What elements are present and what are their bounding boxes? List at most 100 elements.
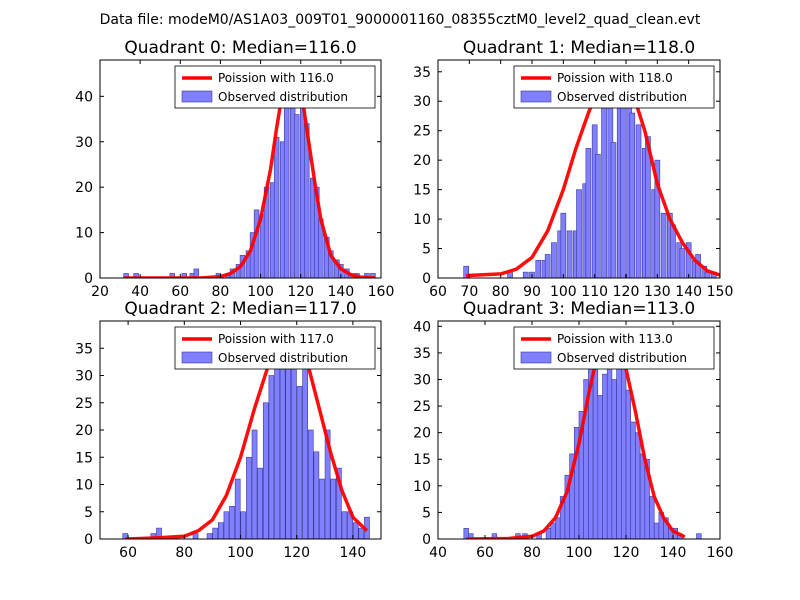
histogram-bar <box>616 357 622 539</box>
histogram-bar <box>576 189 582 278</box>
y-tick-label: 0 <box>84 532 93 548</box>
y-tick-label: 5 <box>422 505 431 521</box>
legend-curve-label: Poission with 116.0 <box>218 71 334 85</box>
x-tick-label: 80 <box>492 284 510 300</box>
x-tick-label: 110 <box>581 284 608 300</box>
legend: Poission with 113.0 Observed distribution <box>513 326 715 370</box>
histogram-bar <box>285 364 292 539</box>
subplot-title: Quadrant 2: Median=117.0 <box>124 299 356 319</box>
subplot-quadrant-3: Quadrant 3: Median=113.040 60 80 100 120 140 1… <box>413 299 733 561</box>
histogram-bar <box>268 375 275 539</box>
legend-bars-swatch <box>520 351 552 364</box>
histogram-bar <box>218 522 224 539</box>
y-tick-label: 15 <box>75 450 93 466</box>
histogram-bar <box>352 522 359 539</box>
histogram-bar <box>620 100 626 278</box>
histogram-bar <box>696 533 702 539</box>
x-tick-label: 60 <box>429 284 447 300</box>
histogram-bar <box>341 511 348 539</box>
y-tick-label: 5 <box>84 505 93 521</box>
y-tick-label: 10 <box>413 479 431 495</box>
histogram-bar <box>594 153 601 278</box>
histogram-bar <box>246 456 252 539</box>
y-tick-label: 25 <box>413 399 431 415</box>
y-tick-label: 30 <box>413 372 431 388</box>
histogram-bar <box>630 421 636 539</box>
histogram-bar <box>653 522 660 539</box>
legend-bars-label: Observed distribution <box>218 351 348 365</box>
histogram-bar <box>291 342 297 539</box>
x-tick-label: 60 <box>171 284 189 300</box>
x-tick-label: 160 <box>707 545 734 561</box>
y-tick-label: 20 <box>413 426 431 442</box>
histogram-bar <box>251 429 258 539</box>
x-tick-label: 120 <box>613 545 640 561</box>
legend-curve-label: Poission with 118.0 <box>557 71 673 85</box>
y-tick-label: 30 <box>75 369 93 385</box>
axes-frame <box>437 59 721 279</box>
subplot-quadrant-2: Quadrant 2: Median=117.0 60 80 100 120 140 0 5 1… <box>75 299 382 561</box>
y-tick-label: 20 <box>75 180 93 196</box>
y-tick-label: 35 <box>413 346 431 362</box>
figure-suptitle: Data file: modeM0/AS1A03_009T01_90000011… <box>100 12 701 28</box>
histogram-bar <box>223 511 230 539</box>
y-tick-label: 15 <box>413 183 431 199</box>
legend-bars-label: Observed distribution <box>218 90 348 104</box>
histogram-bar <box>685 242 692 278</box>
y-tick-label: 25 <box>75 396 93 412</box>
histogram-bar <box>639 453 646 539</box>
x-tick-label: 100 <box>566 545 593 561</box>
legend-curve-label: Poission with 113.0 <box>557 332 673 346</box>
x-tick-label: 100 <box>247 284 274 300</box>
histogram-bar <box>324 429 331 539</box>
histogram-bar <box>463 265 470 278</box>
legend-bars-swatch <box>181 351 213 364</box>
y-tick-label: 10 <box>413 212 431 228</box>
y-tick-label: 30 <box>413 94 431 110</box>
histogram-bar <box>240 511 247 539</box>
histogram-bar <box>212 527 219 539</box>
histogram-bar <box>601 106 607 278</box>
histogram-bar <box>313 451 320 539</box>
histogram-bar <box>560 212 567 278</box>
histogram-bar <box>620 347 627 539</box>
histogram-bar <box>649 496 655 539</box>
legend-bars-swatch <box>520 90 552 103</box>
x-tick-label: 150 <box>707 284 734 300</box>
x-tick-label: 70 <box>460 284 478 300</box>
histogram-bar <box>296 386 303 539</box>
histogram-bar <box>262 402 269 539</box>
subplot-title: Quadrant 3: Median=113.0 <box>463 299 695 319</box>
histogram-bar <box>660 212 667 278</box>
x-tick-label: 130 <box>644 284 671 300</box>
histogram-bar <box>274 358 280 539</box>
histogram-bar <box>566 230 573 278</box>
x-tick-label: 40 <box>429 545 447 561</box>
y-tick-label: 20 <box>413 153 431 169</box>
y-tick-label: 15 <box>413 452 431 468</box>
x-tick-label: 80 <box>175 545 193 561</box>
x-tick-label: 140 <box>327 284 354 300</box>
y-tick-label: 30 <box>75 135 93 151</box>
x-tick-label: 120 <box>613 284 640 300</box>
legend: Poission with 116.0 Observed distribution <box>174 65 376 109</box>
histogram-bar <box>551 242 557 278</box>
x-tick-label: 60 <box>476 545 494 561</box>
subplot-quadrant-0: Quadrant 0: Median=116.020 40 60 80 100 120 14… <box>75 38 394 300</box>
y-tick-label: 40 <box>75 89 93 105</box>
histogram-bar <box>635 432 641 539</box>
subplot-quadrant-1: Quadrant 1: Median=118.060 70 80 90 100 110 12… <box>413 38 733 300</box>
histogram-bar <box>206 533 213 539</box>
histogram-bar <box>302 342 308 539</box>
histogram-bar <box>629 112 636 278</box>
histogram-bar <box>330 478 337 539</box>
histogram-bar <box>229 505 235 539</box>
histogram-bar <box>585 148 592 278</box>
y-tick-label: 20 <box>75 423 93 439</box>
histogram-bar <box>597 395 603 539</box>
x-tick-label: 40 <box>131 284 149 300</box>
legend: Poission with 117.0 Observed distribution <box>174 326 376 370</box>
histogram-bar <box>181 273 188 278</box>
histogram-bar <box>257 467 263 539</box>
x-tick-label: 140 <box>675 284 702 300</box>
